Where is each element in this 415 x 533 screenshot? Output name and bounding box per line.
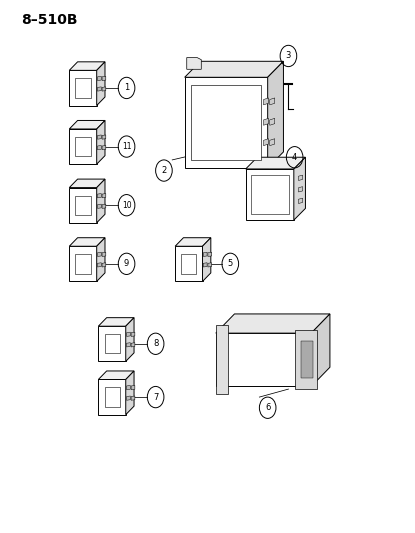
Polygon shape bbox=[102, 193, 106, 198]
Polygon shape bbox=[69, 238, 105, 246]
Polygon shape bbox=[251, 175, 289, 214]
Polygon shape bbox=[208, 252, 212, 256]
Text: 3: 3 bbox=[286, 52, 291, 60]
Polygon shape bbox=[294, 157, 305, 220]
Polygon shape bbox=[69, 70, 97, 106]
Polygon shape bbox=[246, 169, 294, 220]
Polygon shape bbox=[264, 118, 269, 125]
Polygon shape bbox=[102, 76, 106, 80]
Polygon shape bbox=[102, 87, 106, 91]
Polygon shape bbox=[98, 76, 101, 80]
Polygon shape bbox=[98, 379, 126, 415]
Polygon shape bbox=[187, 58, 201, 69]
Polygon shape bbox=[127, 343, 130, 347]
Polygon shape bbox=[105, 387, 120, 407]
Polygon shape bbox=[131, 343, 135, 347]
Polygon shape bbox=[98, 318, 134, 326]
Polygon shape bbox=[131, 385, 135, 390]
Polygon shape bbox=[98, 252, 101, 256]
Polygon shape bbox=[126, 318, 134, 361]
Text: 4: 4 bbox=[292, 153, 297, 161]
Polygon shape bbox=[191, 85, 261, 160]
Text: 8–510B: 8–510B bbox=[21, 13, 77, 27]
Polygon shape bbox=[246, 157, 305, 169]
Polygon shape bbox=[97, 238, 105, 281]
Polygon shape bbox=[69, 129, 97, 164]
Polygon shape bbox=[298, 175, 303, 181]
Polygon shape bbox=[76, 78, 90, 98]
Polygon shape bbox=[268, 61, 283, 168]
Polygon shape bbox=[127, 332, 130, 336]
Polygon shape bbox=[127, 396, 130, 400]
Polygon shape bbox=[175, 238, 211, 246]
Polygon shape bbox=[127, 385, 130, 390]
Polygon shape bbox=[98, 135, 101, 139]
Polygon shape bbox=[105, 334, 120, 353]
Polygon shape bbox=[98, 326, 126, 361]
Polygon shape bbox=[97, 179, 105, 223]
Polygon shape bbox=[102, 252, 106, 256]
Polygon shape bbox=[69, 188, 97, 223]
Polygon shape bbox=[216, 333, 311, 386]
Polygon shape bbox=[264, 98, 269, 105]
Polygon shape bbox=[208, 263, 212, 267]
Text: 10: 10 bbox=[122, 201, 132, 209]
Polygon shape bbox=[97, 120, 105, 164]
Polygon shape bbox=[69, 62, 105, 70]
Polygon shape bbox=[203, 238, 211, 281]
Polygon shape bbox=[98, 204, 101, 208]
Polygon shape bbox=[98, 193, 101, 198]
Polygon shape bbox=[98, 371, 134, 379]
Polygon shape bbox=[298, 198, 303, 204]
Polygon shape bbox=[102, 263, 106, 267]
Polygon shape bbox=[203, 252, 207, 256]
Text: 5: 5 bbox=[228, 260, 233, 268]
Polygon shape bbox=[295, 330, 317, 389]
Polygon shape bbox=[76, 254, 90, 273]
Polygon shape bbox=[69, 120, 105, 129]
Polygon shape bbox=[270, 139, 275, 146]
Polygon shape bbox=[185, 77, 268, 168]
Polygon shape bbox=[131, 396, 135, 400]
Polygon shape bbox=[264, 139, 269, 146]
Polygon shape bbox=[97, 62, 105, 106]
Polygon shape bbox=[270, 98, 275, 105]
Polygon shape bbox=[69, 246, 97, 281]
Text: 1: 1 bbox=[124, 84, 129, 92]
Polygon shape bbox=[301, 341, 313, 378]
Polygon shape bbox=[203, 263, 207, 267]
Polygon shape bbox=[98, 87, 101, 91]
Polygon shape bbox=[216, 325, 228, 394]
Polygon shape bbox=[175, 246, 203, 281]
Polygon shape bbox=[98, 263, 101, 267]
Text: 11: 11 bbox=[122, 142, 131, 151]
Polygon shape bbox=[311, 314, 330, 386]
Polygon shape bbox=[131, 332, 135, 336]
Polygon shape bbox=[298, 187, 303, 192]
Polygon shape bbox=[216, 314, 330, 333]
Polygon shape bbox=[69, 179, 105, 188]
Polygon shape bbox=[270, 118, 275, 125]
Text: 7: 7 bbox=[153, 393, 158, 401]
Polygon shape bbox=[102, 135, 106, 139]
Polygon shape bbox=[185, 61, 283, 77]
Polygon shape bbox=[181, 254, 196, 273]
Polygon shape bbox=[76, 137, 90, 156]
Polygon shape bbox=[126, 371, 134, 415]
Text: 9: 9 bbox=[124, 260, 129, 268]
Polygon shape bbox=[76, 196, 90, 215]
Polygon shape bbox=[98, 146, 101, 150]
Polygon shape bbox=[102, 204, 106, 208]
Text: 6: 6 bbox=[265, 403, 270, 412]
Text: 8: 8 bbox=[153, 340, 158, 348]
Text: 2: 2 bbox=[161, 166, 166, 175]
Polygon shape bbox=[102, 146, 106, 150]
